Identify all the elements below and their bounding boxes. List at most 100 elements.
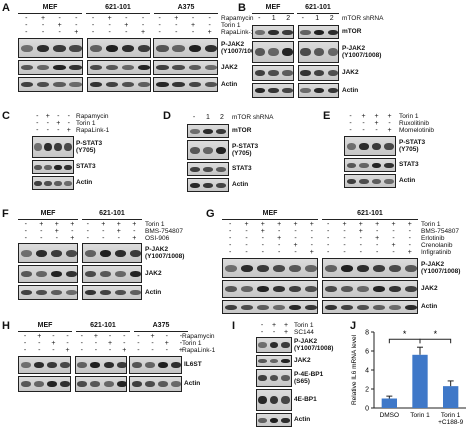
treatment-sign: + <box>407 221 412 228</box>
treatment-sign: - <box>375 242 379 249</box>
western-blot-strip <box>252 83 294 98</box>
treatment-sign: + <box>45 113 50 120</box>
western-blot-strip <box>256 413 292 427</box>
western-blot-strip <box>153 60 218 75</box>
treatment-sign: + <box>116 221 121 228</box>
blot-band <box>105 65 119 70</box>
blot-band <box>384 142 394 150</box>
treatment-sign: - <box>38 340 41 347</box>
treatment-label: Erlotinib <box>421 235 445 242</box>
blot-band <box>65 290 77 295</box>
western-blot-strip <box>82 265 142 283</box>
treatment-sign: - <box>52 333 55 340</box>
group-underline <box>322 219 418 220</box>
blot-band <box>20 290 33 295</box>
category-label: Torin 1 <box>441 412 461 419</box>
treatment-sign: - <box>57 113 60 120</box>
treatment-sign: - <box>108 347 112 354</box>
blot-label: mTOR <box>232 127 252 134</box>
blot-label: Actin <box>221 80 238 88</box>
blot-band <box>388 286 402 292</box>
blot-band <box>90 362 101 368</box>
treatment-sign: + <box>342 221 347 228</box>
bar <box>412 354 428 408</box>
treatment-label: Rapamycin <box>221 15 254 22</box>
treatment-sign: + <box>387 127 392 134</box>
blot-band <box>204 82 217 87</box>
treatment-sign: - <box>46 120 49 127</box>
treatment-sign: + <box>164 340 169 347</box>
blot-band <box>327 88 339 93</box>
western-blot-strip <box>297 25 339 39</box>
group-label: 621-101 <box>357 210 383 217</box>
western-blot-strip <box>32 160 74 174</box>
blot-band <box>20 362 31 368</box>
blot-band <box>254 29 266 35</box>
treatment-sign: - <box>349 120 352 127</box>
blot-band <box>156 44 169 52</box>
blot-band <box>313 70 325 76</box>
group-underline <box>252 13 294 14</box>
blot-label: P-JAK2 (Y1007/1008) <box>294 338 334 352</box>
group-label: MEF <box>262 210 278 217</box>
blot-band <box>269 417 279 423</box>
treatment-sign: - <box>392 249 395 256</box>
western-blot-strip <box>32 136 74 158</box>
treatment-sign: - <box>91 15 95 22</box>
western-blot-strip <box>86 77 152 92</box>
blot-band <box>20 249 33 257</box>
treatment-sign: - <box>23 333 27 340</box>
treatment-sign: 1 <box>315 15 320 22</box>
blot-band <box>346 178 356 184</box>
y-tick-label: 8 <box>365 330 369 337</box>
group-label: MEF <box>42 4 58 11</box>
treatment-sign: - <box>277 249 281 256</box>
treatment-sign: + <box>277 235 282 242</box>
blot-band <box>340 286 354 292</box>
treatment-sign: - <box>24 235 27 242</box>
blot-band <box>346 162 356 168</box>
blot-label: Actin <box>76 179 93 186</box>
blot-band <box>60 362 70 368</box>
blot-band <box>372 286 386 292</box>
blot-band <box>371 178 381 184</box>
treatment-sign: + <box>70 221 75 228</box>
treatment-sign: - <box>245 228 248 235</box>
treatment-sign: + <box>56 120 61 127</box>
blot-band <box>254 48 266 56</box>
blot-band <box>404 286 417 292</box>
group-underline <box>82 219 142 220</box>
blot-band <box>288 304 302 310</box>
blot-band <box>216 166 227 172</box>
treatment-sign: + <box>374 120 379 127</box>
blot-band <box>202 166 214 172</box>
western-blot-strip <box>344 158 396 172</box>
blot-band <box>65 249 77 257</box>
blot-label: STAT3 <box>76 163 96 170</box>
western-blot-strip <box>222 300 318 314</box>
blot-band <box>64 143 72 151</box>
blot-band <box>313 88 325 93</box>
blot-band <box>281 396 290 404</box>
blot-band <box>216 146 227 154</box>
blot-band <box>20 65 34 70</box>
panel-i-label: I <box>232 320 236 332</box>
blot-label: P-JAK2 (Y1007/1008) <box>145 246 185 260</box>
treatment-label: Torin 1 <box>182 340 202 347</box>
blot-band <box>53 44 66 52</box>
treatment-sign: - <box>408 235 411 242</box>
treatment-sign: + <box>39 221 44 228</box>
blot-label: STAT3 <box>232 165 252 172</box>
treatment-sign: + <box>260 228 265 235</box>
western-blot-strip <box>252 41 294 63</box>
panel-d-label: D <box>163 110 171 122</box>
treatment-sign: + <box>260 221 265 228</box>
blot-band <box>171 362 181 368</box>
treatment-sign: - <box>375 228 379 235</box>
group-label: MEF <box>40 210 56 217</box>
treatment-sign: - <box>228 221 232 228</box>
treatment-sign: + <box>101 221 106 228</box>
blot-band <box>388 264 402 272</box>
western-blot-strip <box>297 65 339 81</box>
blot-band <box>258 396 267 404</box>
